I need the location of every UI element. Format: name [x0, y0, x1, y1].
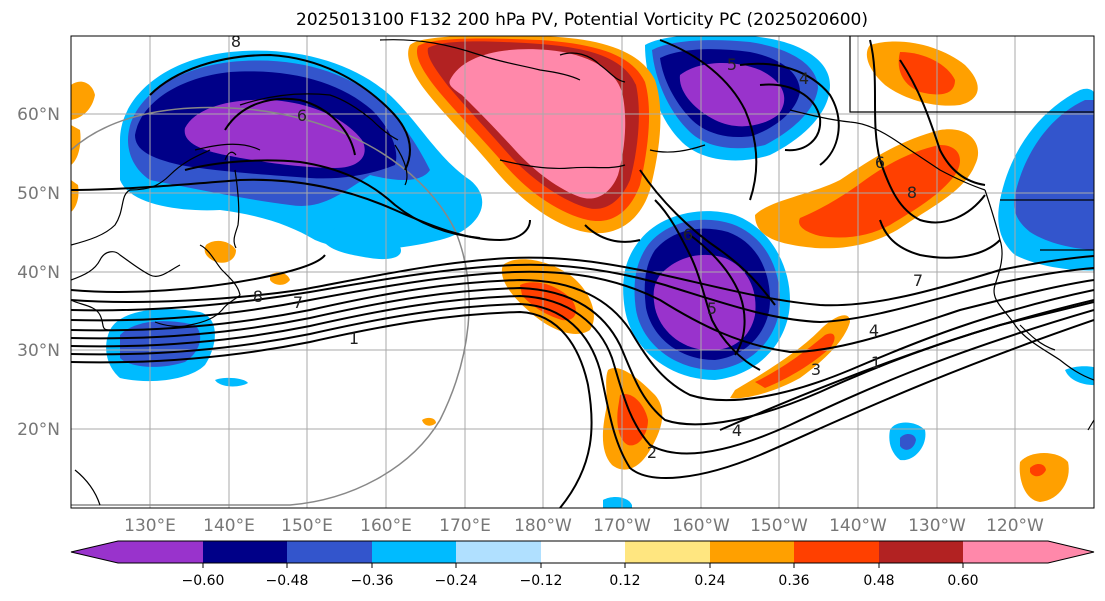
colorbar: −0.60 −0.48 −0.36 −0.24 −0.12 0.12 0.24 …	[70, 540, 1095, 589]
colorbar-segment	[456, 541, 541, 563]
colorbar-segment	[287, 541, 372, 563]
lat-label: 30°N	[17, 341, 60, 361]
graticule	[71, 36, 1094, 508]
contour-line	[689, 234, 746, 356]
contour-label: 6	[683, 225, 693, 244]
lat-label: 50°N	[17, 184, 60, 204]
contour-label: 7	[293, 293, 303, 312]
colorbar-tick-label: 0.24	[694, 573, 725, 589]
contour-label: 4	[869, 321, 879, 340]
contour-label: 6	[875, 153, 885, 172]
map-panel: 8 6 5 4 6 8 8 7 7 1 6 5 4 3 1 2 4	[71, 32, 1094, 508]
colorbar-segment	[963, 541, 1048, 563]
contour-line	[71, 294, 1094, 455]
contour-line	[71, 310, 593, 508]
lon-labels: 130°E 140°E 150°E 160°E 170°E 180°W 170°…	[124, 516, 1044, 536]
contour-line	[654, 199, 761, 371]
colorbar-segment	[1048, 541, 1094, 563]
contour-line	[584, 224, 641, 243]
contour-line	[719, 301, 1094, 431]
contour-label: 1	[871, 353, 881, 372]
pv-contours	[71, 39, 1094, 508]
lon-label: 160°E	[360, 516, 412, 536]
contour-line	[224, 97, 356, 156]
contour-label: 4	[799, 69, 809, 88]
reference-circle	[71, 106, 470, 506]
contour-label: 8	[907, 183, 917, 202]
colorbar-segment	[625, 541, 710, 563]
contour-label: 5	[727, 55, 737, 74]
contour-labels: 8 6 5 4 6 8 8 7 7 1 6 5 4 3 1 2 4	[231, 32, 923, 462]
colorbar-tick-label: 0.36	[778, 573, 809, 589]
contour-line	[759, 83, 822, 152]
contour-label: 6	[297, 106, 307, 125]
lat-label: 40°N	[17, 263, 60, 283]
pv-anomaly-shading	[71, 36, 1094, 508]
lon-label: 180°W	[514, 516, 572, 536]
contour-label: 8	[253, 287, 263, 306]
contour-line	[71, 286, 1094, 426]
contour-line	[639, 169, 776, 306]
contour-label: 5	[707, 299, 717, 318]
colorbar-tick-label: −0.60	[182, 573, 225, 589]
contour-label: 2	[647, 443, 657, 462]
contour-line	[71, 278, 1094, 402]
map-frame	[70, 35, 1095, 509]
colorbar-segment	[710, 541, 794, 563]
coastlines	[71, 36, 1094, 506]
lon-label: 150°E	[281, 516, 333, 536]
colorbar-tick-label: −0.12	[520, 573, 563, 589]
lat-label: 20°N	[17, 420, 60, 440]
figure-title: 2025013100 F132 200 hPa PV, Potential Vo…	[296, 10, 868, 30]
colorbar-tick-label: −0.48	[266, 573, 309, 589]
colorbar-ticks	[202, 563, 964, 568]
contour-label: 7	[913, 271, 923, 290]
colorbar-tick-label: 0.12	[609, 573, 640, 589]
colorbar-segment	[118, 541, 203, 563]
colorbar-segment	[879, 541, 963, 563]
colorbar-tick-label: 0.48	[863, 573, 894, 589]
lat-labels: 60°N 50°N 40°N 30°N 20°N	[17, 105, 60, 440]
lon-label: 150°W	[750, 516, 808, 536]
lon-label: 120°W	[986, 516, 1044, 536]
contour-line	[71, 255, 1094, 307]
contour-line	[899, 59, 986, 186]
colorbar-segment	[794, 541, 879, 563]
contour-line	[71, 263, 1094, 324]
contour-label: 1	[349, 329, 359, 348]
contour-label: 4	[732, 421, 742, 440]
colorbar-outline	[70, 540, 1095, 564]
colorbar-tick-label: −0.36	[351, 573, 394, 589]
contour-label: 3	[811, 360, 821, 379]
contour-line	[71, 270, 1094, 354]
contour-line	[71, 178, 531, 242]
contour-line	[71, 302, 1094, 479]
colorbar-segment	[372, 541, 456, 563]
colorbar-tick-label: 0.60	[947, 573, 978, 589]
lon-label: 170°W	[593, 516, 651, 536]
contour-line	[879, 219, 1001, 259]
contour-line	[184, 159, 481, 239]
lon-label: 170°E	[439, 516, 491, 536]
colorbar-tick-label: −0.24	[435, 573, 478, 589]
contour-line	[869, 39, 986, 224]
contour-line	[739, 62, 840, 166]
contour-line	[659, 39, 758, 201]
colorbar-segment	[541, 541, 625, 563]
lon-label: 130°W	[908, 516, 966, 536]
contour-line	[71, 254, 326, 293]
contour-line	[149, 53, 411, 171]
colorbar-segment	[71, 541, 118, 563]
lat-label: 60°N	[17, 105, 60, 125]
contour-label: 8	[231, 32, 241, 51]
lon-label: 160°W	[672, 516, 730, 536]
colorbar-segment	[203, 541, 287, 563]
lon-label: 140°W	[829, 516, 887, 536]
lon-label: 140°E	[203, 516, 255, 536]
lon-label: 130°E	[124, 516, 176, 536]
